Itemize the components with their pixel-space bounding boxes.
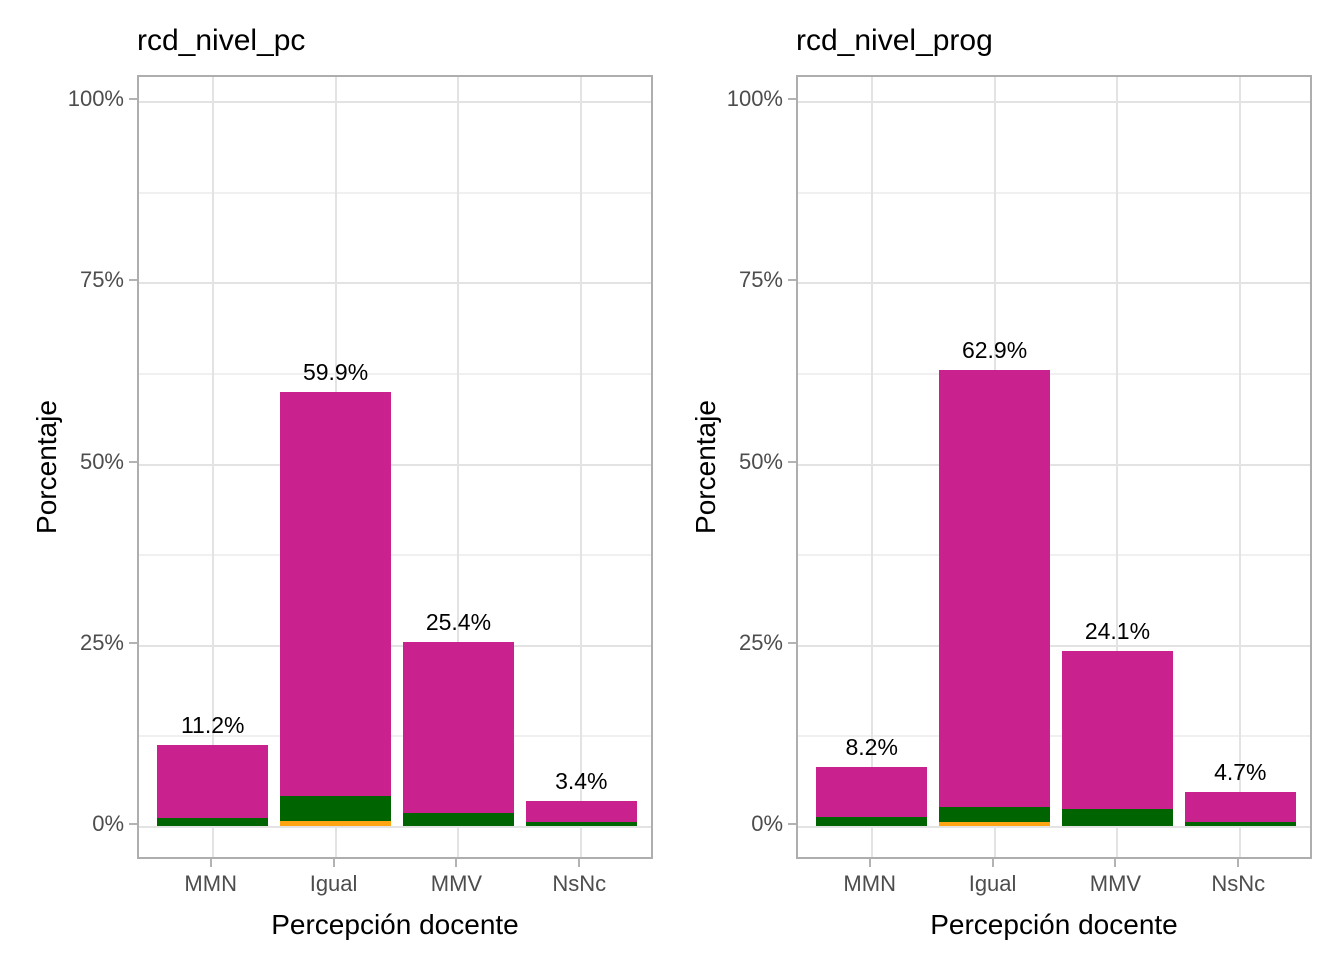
bar-mmv-segment-magenta — [403, 641, 514, 813]
gridline-major-y — [798, 101, 1310, 103]
x-axis-tick — [209, 859, 212, 867]
y-tick-label: 0% — [92, 811, 124, 836]
gridline-minor-y — [139, 191, 651, 194]
bar-total-label: 59.9% — [302, 358, 369, 385]
gridline-major-x — [870, 77, 873, 857]
y-axis-tick — [788, 460, 796, 463]
bar-mmv-segment-magenta — [1062, 651, 1173, 810]
gridline-major-y — [139, 282, 651, 285]
bar-nsnc-segment-darkgreen — [526, 822, 637, 826]
bar-total-label: 24.1% — [1084, 618, 1151, 645]
gridline-minor-y — [798, 191, 1310, 194]
y-tick-label: 25% — [79, 629, 124, 655]
bar-total-label: 62.9% — [961, 336, 1028, 363]
x-tick-label: Igual — [968, 871, 1017, 896]
plot-panel: 11.2% 59.9% 25.4% 3.4% — [137, 75, 653, 859]
bar-total-label: 8.2% — [845, 733, 898, 760]
gridline-minor-y — [139, 372, 651, 375]
gridline-minor-y — [139, 735, 651, 738]
y-axis-tick — [129, 823, 137, 825]
bar-mmn-segment-magenta — [816, 766, 927, 817]
y-tick-label: 75% — [738, 267, 783, 293]
gridline-major-y — [798, 826, 1310, 828]
bar-igual-segment-magenta — [939, 369, 1050, 808]
bar-igual-segment-orange — [939, 822, 1050, 826]
bar-igual-segment-magenta — [280, 391, 391, 797]
gridline-minor-y — [798, 372, 1310, 375]
y-axis-tick — [788, 641, 796, 644]
bar-total-label: 25.4% — [425, 608, 492, 635]
bar-total-label: 3.4% — [555, 768, 608, 795]
x-tick-label: MMN — [184, 871, 237, 896]
bar-mmn-segment-darkgreen — [157, 818, 268, 826]
y-tick-label: 0% — [751, 811, 783, 836]
y-axis-tick — [129, 98, 137, 100]
y-axis-tick — [788, 98, 796, 100]
gridline-major-x — [1116, 77, 1119, 857]
bar-igual-segment-darkgreen — [280, 796, 391, 821]
x-axis-tick — [991, 859, 994, 867]
y-axis-tick — [129, 279, 137, 282]
plot-panel: 8.2% 62.9% 24.1% 4.7% — [796, 75, 1312, 859]
x-axis-title: Percepción docente — [930, 909, 1178, 940]
y-tick-label: 100% — [726, 86, 783, 111]
gridline-major-x — [580, 77, 583, 857]
bar-mmv-segment-darkgreen — [403, 812, 514, 826]
x-tick-label: MMV — [1089, 871, 1142, 896]
x-axis-title: Percepción docente — [271, 909, 519, 940]
gridline-minor-y — [139, 554, 651, 557]
chart-title: rcd_nivel_prog — [796, 24, 993, 57]
x-tick-label: NsNc — [552, 871, 607, 896]
bar-mmn-segment-darkgreen — [816, 816, 927, 826]
x-tick-label: MMN — [843, 871, 896, 896]
gridline-minor-y — [798, 735, 1310, 738]
x-axis-tick — [332, 859, 335, 867]
gridline-major-y — [798, 644, 1310, 647]
x-axis-tick — [868, 859, 871, 867]
gridline-major-y — [139, 826, 651, 828]
x-axis-tick — [455, 859, 458, 867]
x-axis-tick — [1237, 859, 1240, 867]
y-axis-tick — [788, 279, 796, 282]
y-tick-label: 50% — [738, 448, 783, 474]
gridline-major-x — [211, 77, 214, 857]
y-tick-label: 50% — [79, 448, 124, 474]
bar-nsnc-segment-darkgreen — [1185, 822, 1296, 826]
bar-igual-segment-darkgreen — [939, 807, 1050, 823]
x-axis-tick — [578, 859, 581, 867]
bar-igual-segment-orange — [280, 820, 391, 826]
gridline-minor-y — [798, 554, 1310, 557]
gridline-major-y — [139, 463, 651, 466]
y-tick-label: 75% — [79, 267, 124, 293]
chart-title: rcd_nivel_pc — [137, 24, 306, 57]
x-axis-tick — [1114, 859, 1117, 867]
y-axis-tick — [788, 823, 796, 825]
bar-mmn-segment-magenta — [157, 744, 268, 819]
bar-nsnc-segment-magenta — [1185, 791, 1296, 823]
y-axis-tick — [129, 641, 137, 644]
gridline-major-x — [457, 77, 460, 857]
gridline-major-y — [139, 101, 651, 103]
bar-nsnc-segment-magenta — [526, 801, 637, 823]
x-tick-label: MMV — [430, 871, 483, 896]
x-tick-label: Igual — [309, 871, 358, 896]
gridline-major-y — [798, 282, 1310, 285]
y-axis-tick — [129, 460, 137, 463]
gridline-major-x — [1239, 77, 1242, 857]
bar-mmv-segment-darkgreen — [1062, 809, 1173, 826]
x-tick-label: NsNc — [1211, 871, 1266, 896]
gridline-major-y — [139, 644, 651, 647]
bar-total-label: 4.7% — [1214, 758, 1267, 785]
gridline-major-y — [798, 463, 1310, 466]
bar-total-label: 11.2% — [180, 711, 245, 738]
y-tick-label: 100% — [67, 86, 124, 111]
y-tick-label: 25% — [738, 629, 783, 655]
